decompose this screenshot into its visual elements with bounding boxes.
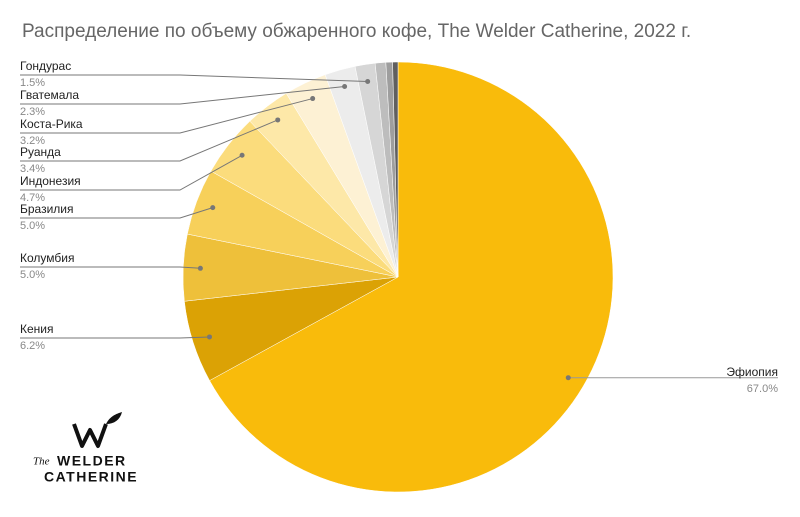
logo-line2: CATHERINE <box>44 469 138 485</box>
logo-leaf <box>106 412 122 424</box>
slice-label: Руанда <box>20 145 61 159</box>
leader-line <box>20 336 210 339</box>
leader-dot <box>365 79 371 85</box>
leader-dot <box>342 84 348 90</box>
slice-value: 2.3% <box>20 106 45 118</box>
leader-line <box>20 154 243 191</box>
leader-dot <box>310 96 316 102</box>
pie-slice <box>392 61 399 278</box>
leader-line <box>20 207 213 219</box>
slice-label: Гватемала <box>20 88 79 102</box>
leader-dot <box>239 152 245 158</box>
slice-value: 6.2% <box>20 340 45 352</box>
slice-label: Коста-Рика <box>20 117 83 131</box>
slice-value: 4.7% <box>20 192 45 204</box>
slice-value: 1.5% <box>20 77 45 89</box>
slice-value: 5.0% <box>20 220 45 232</box>
slice-label: Бразилия <box>20 202 74 216</box>
logo-icon <box>72 423 108 448</box>
logo-small: The <box>33 456 50 468</box>
slice-label: Индонезия <box>20 174 81 188</box>
leader-dot <box>275 117 281 123</box>
leader-dot <box>210 205 216 211</box>
logo-line1: WELDER <box>57 453 127 469</box>
slice-value: 5.0% <box>20 269 45 281</box>
leader-dot <box>565 375 571 381</box>
slice-value: 67.0% <box>747 383 778 395</box>
pie-slice <box>209 61 614 493</box>
leader-dot <box>207 334 213 340</box>
leader-dot <box>197 265 203 271</box>
chart-title: Распределение по объему обжаренного кофе… <box>22 21 691 42</box>
leader-line <box>20 86 345 105</box>
slice-label: Гондурас <box>20 59 71 73</box>
slice-label: Кения <box>20 322 54 336</box>
leader-line <box>20 119 278 162</box>
slice-value: 3.2% <box>20 135 45 147</box>
leader-line <box>20 266 201 269</box>
logo: The WELDER CATHERINE <box>33 412 138 485</box>
slice-label: Эфиопия <box>726 365 778 379</box>
slice-value: 3.4% <box>20 163 45 175</box>
slice-label: Колумбия <box>20 251 74 265</box>
leader-line <box>20 74 368 83</box>
leader-line <box>20 98 313 134</box>
